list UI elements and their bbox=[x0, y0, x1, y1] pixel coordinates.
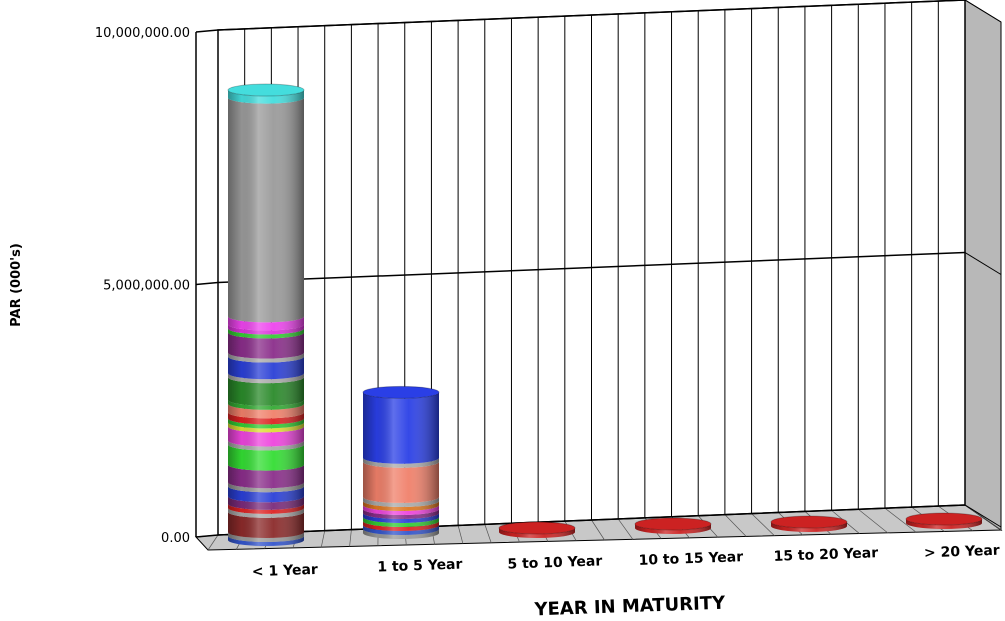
bar-top-cap bbox=[227, 83, 305, 97]
x-category-label: 1 to 5 Year bbox=[377, 557, 463, 576]
floor-grid-line bbox=[207, 534, 219, 551]
bar-segment-shade bbox=[228, 97, 304, 323]
floor-grid-line bbox=[349, 529, 352, 547]
bar-1 bbox=[227, 83, 305, 546]
y-tick-label: 10,000,000.00 bbox=[95, 26, 190, 41]
y-tick-mark bbox=[195, 281, 219, 286]
bar-segment-shade bbox=[228, 531, 304, 542]
bar-4 bbox=[634, 517, 712, 534]
bar-6 bbox=[905, 512, 983, 529]
bar-top-cap bbox=[498, 521, 576, 535]
side-grid-line bbox=[964, 0, 1002, 23]
bar-segment-shade bbox=[228, 426, 304, 447]
bar-segment-shade bbox=[228, 511, 304, 538]
y-axis-title: PAR (000's) bbox=[9, 243, 24, 327]
x-category-label: 15 to 20 Year bbox=[773, 545, 878, 565]
x-category-label: 10 to 15 Year bbox=[638, 549, 743, 569]
bar-segment-shade bbox=[228, 316, 304, 331]
bar-segment-shade bbox=[228, 482, 304, 493]
floor-grid-line bbox=[617, 518, 634, 540]
bar-segment-shade bbox=[363, 512, 439, 523]
bar-segment-shade bbox=[363, 457, 439, 468]
y-tick-mark bbox=[195, 29, 219, 33]
side-grid-line bbox=[964, 504, 1002, 528]
bar-segment-shade bbox=[228, 324, 304, 335]
floor-grid-line bbox=[457, 525, 464, 544]
bar-segment-shade bbox=[228, 507, 304, 518]
floor-grid-line bbox=[884, 507, 917, 533]
x-axis-title: YEAR IN MATURITY bbox=[533, 593, 726, 621]
bar-segment-shade bbox=[228, 536, 304, 546]
y-tick-label: 5,000,000.00 bbox=[103, 279, 190, 294]
bar-top-cap bbox=[905, 512, 983, 526]
grid-line-horizontal bbox=[217, 251, 966, 284]
bar-top-cap bbox=[362, 385, 440, 399]
bar-segment-shade bbox=[228, 422, 304, 433]
bar-segment-shade bbox=[228, 486, 304, 503]
bar-segment-shade bbox=[363, 500, 439, 511]
bar-segment-shade bbox=[228, 90, 304, 104]
floor-grid-line bbox=[751, 513, 775, 536]
bar-segment-shade bbox=[363, 392, 439, 464]
x-category-labels: < 1 Year 1 to 5 Year 5 to 10 Year 10 to 15 … bbox=[252, 543, 1000, 580]
bar-segment-shade bbox=[228, 352, 304, 363]
bar-segment-shade bbox=[228, 356, 304, 380]
x-category-label: < 1 Year bbox=[252, 562, 319, 580]
bar-5 bbox=[770, 515, 848, 532]
bar-segment-shade bbox=[363, 461, 439, 503]
bar-top-cap bbox=[634, 517, 712, 531]
bar-segment-shade bbox=[228, 444, 304, 471]
bar-segment-shade bbox=[363, 504, 439, 515]
chart-bars bbox=[227, 83, 983, 546]
bar-segment-shade bbox=[228, 399, 304, 410]
bar-segment-shade bbox=[499, 528, 575, 538]
chart-frame bbox=[194, 0, 1003, 551]
bar-segment-shade bbox=[228, 412, 304, 425]
y-tick-label: 0.00 bbox=[161, 531, 190, 546]
bar-segment-shade bbox=[228, 503, 304, 514]
bar-segment-shade bbox=[228, 440, 304, 451]
bar-3 bbox=[498, 521, 576, 538]
y-tick-mark bbox=[195, 534, 219, 538]
bar-segment-shade bbox=[363, 529, 439, 539]
bar-segment-shade bbox=[228, 464, 304, 489]
bar-segment-shade bbox=[228, 403, 304, 419]
x-category-label: > 20 Year bbox=[924, 543, 1000, 562]
bar-segment-shade bbox=[228, 328, 304, 339]
bar-segment-shade bbox=[771, 522, 847, 532]
bar-segment-shade bbox=[228, 418, 304, 429]
chart-side-wall bbox=[964, 0, 1002, 531]
x-category-label: 5 to 10 Year bbox=[507, 553, 602, 572]
bar-segment-shade bbox=[363, 496, 439, 507]
floor-grid-line bbox=[484, 524, 492, 543]
bar-segment-shade bbox=[228, 373, 304, 384]
bar-segment-shade bbox=[363, 508, 439, 519]
floor-grid-line bbox=[724, 514, 747, 537]
grid-line-horizontal bbox=[217, 0, 966, 31]
bar-segment-shade bbox=[906, 519, 982, 529]
side-grid-line bbox=[964, 252, 1002, 275]
bar-segment-shade bbox=[228, 332, 304, 359]
bar-segment-shade bbox=[635, 524, 711, 534]
bar-top-cap bbox=[770, 515, 848, 529]
bar-segment-shade bbox=[363, 516, 439, 527]
bar-segment-shade bbox=[228, 377, 304, 406]
floor-grid-line bbox=[858, 509, 888, 534]
bar-2 bbox=[362, 385, 440, 539]
floor-grid-line bbox=[591, 519, 605, 541]
y-tick-labels: 0.00 5,000,000.00 10,000,000.00 bbox=[95, 26, 190, 546]
bar-segment-shade bbox=[363, 520, 439, 531]
bar-segment-shade bbox=[363, 524, 439, 535]
bar-segment-shade bbox=[228, 496, 304, 510]
grid-line-horizontal bbox=[217, 504, 966, 536]
floor-grid-line bbox=[320, 530, 326, 548]
